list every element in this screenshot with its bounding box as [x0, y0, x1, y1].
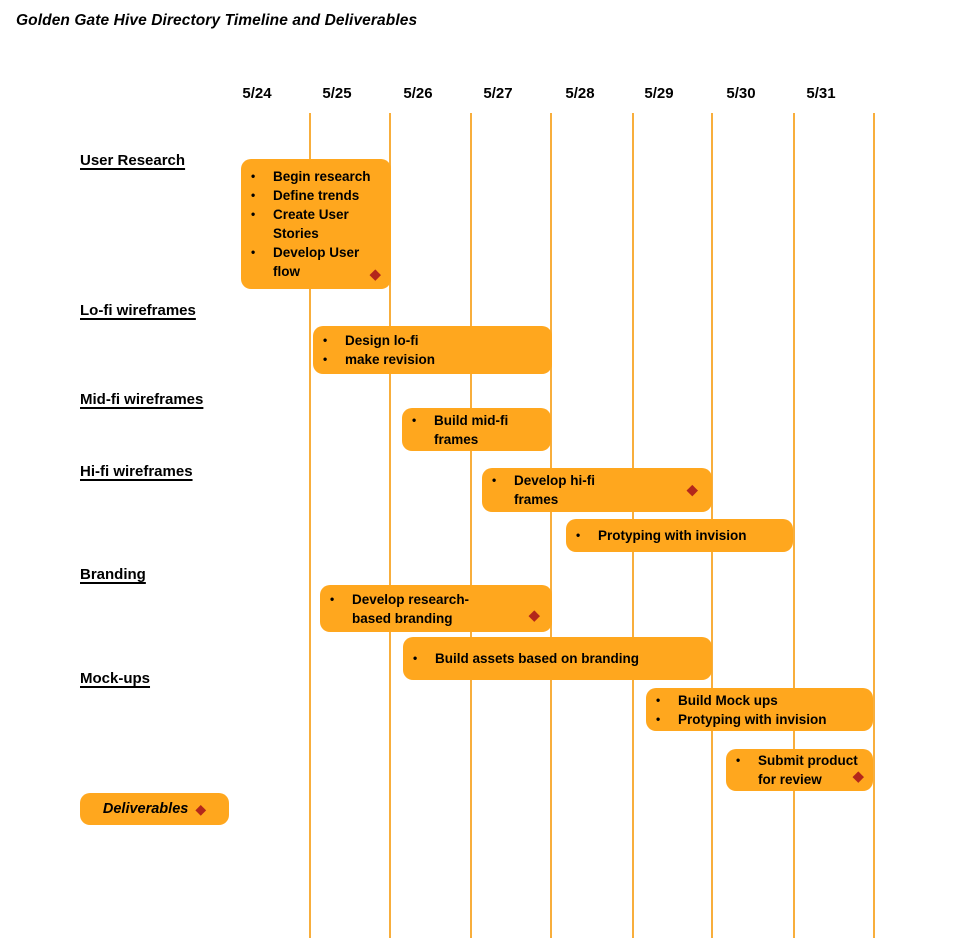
bullet-item: • Begin research [251, 167, 385, 186]
bullet-icon: • [251, 188, 256, 202]
bullet-icon: • [323, 352, 328, 366]
bullet-icon: • [656, 692, 661, 707]
task-bar-design-lofi: • Design lo-fi • make revision [313, 326, 552, 374]
gridline-5-25 [389, 113, 391, 938]
task-bar-build-midfi: • Build mid-fi frames [402, 408, 551, 451]
deliverable-diamond-icon: ◆ [528, 607, 540, 624]
section-label-hifi-wireframes: Hi-fi wireframes [80, 463, 193, 480]
bullet-item: • Build mid-fi frames [412, 411, 545, 449]
date-label-5-28: 5/28 [565, 85, 595, 102]
date-label-5-25: 5/25 [322, 85, 352, 102]
bullet-item: • Protyping with invision [576, 526, 787, 545]
bullet-item: • Design lo-fi [323, 331, 546, 350]
bullet-icon: • [323, 333, 328, 347]
legend-label: Deliverables [102, 801, 189, 817]
bullet-item: • Develop User flow [251, 243, 385, 281]
bullet-icon: • [736, 753, 741, 767]
task-bar-user-research: • Begin research • Define trends • Creat… [241, 159, 391, 289]
bullet-item: • Submit product for review [736, 751, 867, 789]
deliverable-diamond-icon: ◆ [369, 266, 381, 283]
task-text: Build mid-fi frames [434, 412, 509, 447]
date-label-5-24: 5/24 [242, 85, 272, 102]
task-text: Develop User flow [273, 245, 360, 279]
task-bar-submit-product: • Submit product for review ◆ [726, 749, 873, 791]
section-label-branding: Branding [80, 566, 146, 583]
task-text: Define trends [273, 188, 360, 203]
bullet-item: • Define trends [251, 186, 385, 205]
bullet-icon: • [251, 207, 256, 221]
deliverable-diamond-icon: ◆ [852, 768, 864, 785]
task-bar-build-mockups: • Build Mock ups • Protyping with invisi… [646, 688, 873, 731]
page-title: Golden Gate Hive Directory Timeline and … [16, 12, 418, 29]
date-label-5-27: 5/27 [483, 85, 513, 102]
task-text: make revision [345, 352, 436, 367]
section-label-user-research: User Research [80, 152, 186, 169]
task-bar-hifi-prototyping: • Protyping with invision [566, 519, 793, 552]
bullet-item: • Build assets based on branding [413, 649, 706, 668]
bullet-icon: • [251, 245, 256, 259]
gridline-5-30 [793, 113, 795, 938]
bullet-icon: • [330, 591, 335, 606]
bullet-item: • Build Mock ups [656, 691, 867, 710]
bullet-icon: • [492, 473, 497, 487]
deliverable-diamond-icon: ◆ [195, 801, 207, 817]
bullet-item: • Develop research- based branding [330, 590, 546, 628]
task-text: Protyping with invision [598, 528, 747, 543]
section-label-mockups: Mock-ups [80, 670, 151, 687]
bullet-icon: • [413, 651, 418, 665]
task-text: Begin research [273, 169, 371, 184]
section-label-midfi-wireframes: Mid-fi wireframes [80, 391, 204, 408]
task-bar-develop-hifi: • Develop hi-fi frames ◆ [482, 468, 712, 512]
task-text: Build assets based on branding [435, 651, 640, 666]
task-text: Build Mock ups [678, 692, 778, 708]
deliverable-diamond-icon: ◆ [686, 481, 698, 499]
task-text: Design lo-fi [345, 333, 419, 348]
task-bar-branding-research: • Develop research- based branding ◆ [320, 585, 552, 632]
task-text: Create User Stories [273, 207, 349, 241]
bullet-icon: • [251, 169, 256, 183]
bullet-icon: • [412, 412, 417, 427]
bullet-icon: • [576, 528, 581, 542]
date-label-5-30: 5/30 [726, 85, 756, 102]
task-text: Protyping with invision [678, 711, 827, 727]
date-label-5-29: 5/29 [644, 85, 674, 102]
gridline-5-27 [550, 113, 552, 938]
date-label-5-31: 5/31 [806, 85, 836, 102]
bullet-item: • Develop hi-fi frames [492, 471, 706, 509]
bullet-item: • make revision [323, 350, 546, 369]
bullet-item: • Create User Stories [251, 205, 385, 243]
gridline-5-26 [470, 113, 472, 938]
bullet-icon: • [656, 711, 661, 726]
task-bar-build-assets: • Build assets based on branding [403, 637, 712, 680]
gridline-5-24 [309, 113, 311, 938]
task-text: Develop hi-fi frames [514, 473, 596, 507]
deliverables-legend: Deliverables ◆ [80, 793, 229, 825]
task-text: Develop research- based branding [352, 591, 470, 626]
gridline-5-31 [873, 113, 875, 938]
bullet-item: • Protyping with invision [656, 710, 867, 729]
date-label-5-26: 5/26 [403, 85, 433, 102]
section-label-lofi-wireframes: Lo-fi wireframes [80, 302, 196, 319]
task-text: Submit product for review [758, 753, 858, 787]
